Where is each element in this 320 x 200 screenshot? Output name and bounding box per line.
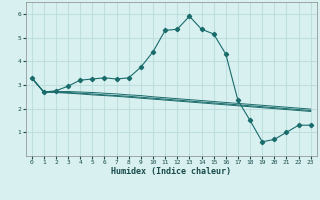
X-axis label: Humidex (Indice chaleur): Humidex (Indice chaleur)	[111, 167, 231, 176]
